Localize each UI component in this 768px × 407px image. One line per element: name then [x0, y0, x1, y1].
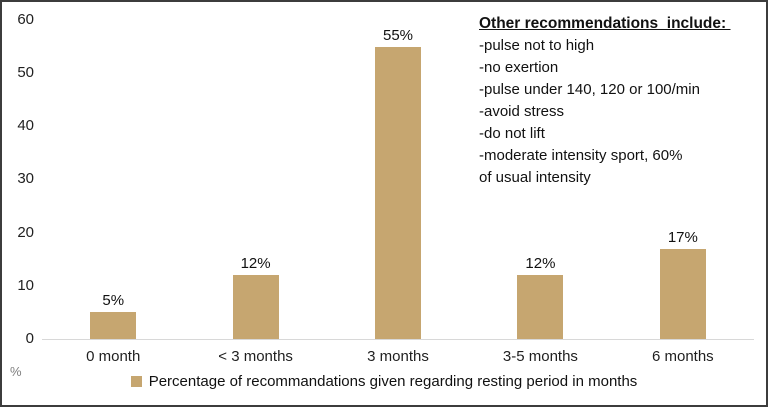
- y-tick-label: 0: [25, 329, 34, 347]
- bar: [517, 275, 564, 339]
- x-axis-category-labels: 0 month < 3 months 3 months 3-5 months 6…: [42, 348, 754, 365]
- bar-group: 5%: [42, 20, 184, 339]
- x-category-label: 3 months: [367, 348, 429, 365]
- x-category-label: 3-5 months: [502, 348, 578, 365]
- bar: [375, 46, 422, 339]
- legend-swatch-icon: [130, 376, 142, 387]
- plot-area: 5% 12% 55% 12% 17%: [42, 20, 754, 339]
- legend: Percentage of recommandations given rega…: [2, 373, 766, 390]
- bar-group: 12%: [184, 20, 326, 339]
- x-axis-line: [42, 339, 754, 340]
- bar-data-label: 17%: [667, 228, 698, 246]
- y-tick-label: 40: [17, 117, 34, 135]
- bar: [232, 275, 279, 339]
- annotation-title: Other recommendations include:: [479, 15, 731, 32]
- bar: [659, 248, 706, 339]
- legend-label: Percentage of recommandations given rega…: [148, 373, 638, 390]
- x-category-label: < 3 months: [218, 348, 293, 365]
- annotation-line: -do not lift: [479, 125, 545, 142]
- bar-data-label: 55%: [383, 26, 414, 44]
- annotation-line: -moderate intensity sport, 60%: [479, 147, 683, 164]
- x-category-label: 0 month: [86, 348, 141, 365]
- y-axis-tick-labels: 60 50 40 30 20 10 0: [6, 11, 34, 348]
- bar-data-label: 5%: [102, 292, 125, 310]
- annotation-line: -pulse not to high: [479, 37, 595, 54]
- annotation-block: Other recommendations include: -pulse no…: [479, 13, 759, 189]
- annotation-line: -pulse under 140, 120 or 100/min: [479, 81, 700, 98]
- bar-group: 17%: [612, 20, 754, 339]
- y-tick-label: 20: [17, 223, 34, 241]
- bar-group: 55%: [327, 20, 469, 339]
- y-tick-label: 60: [17, 11, 34, 28]
- x-category-label: 6 months: [651, 348, 714, 365]
- bar-group: 12%: [469, 20, 611, 339]
- y-tick-label: 30: [17, 170, 34, 188]
- y-tick-label: 50: [17, 64, 34, 82]
- annotation-line: -avoid stress: [479, 103, 565, 120]
- bar-data-label: 12%: [525, 255, 556, 273]
- bar-data-label: 12%: [240, 255, 271, 273]
- y-tick-label: 10: [17, 276, 34, 294]
- bar: [90, 312, 137, 339]
- annotation-line: of usual intensity: [479, 169, 591, 186]
- y-axis-unit-label: %: [10, 364, 22, 379]
- annotation-line: -no exertion: [479, 59, 559, 76]
